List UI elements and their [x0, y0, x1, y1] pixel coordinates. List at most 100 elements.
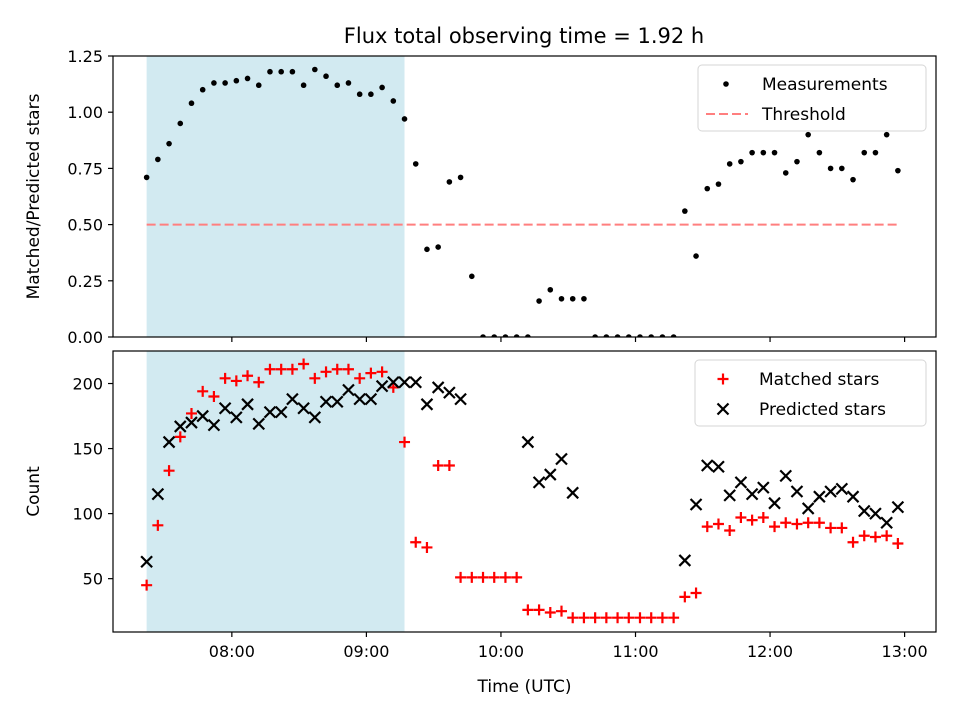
measurement-point: [177, 120, 184, 127]
predicted-star-point: [790, 485, 804, 498]
predicted-star-point: [151, 487, 165, 501]
matched-star-point: [769, 521, 781, 533]
measurement-point: [850, 176, 856, 183]
measurement-point: [211, 80, 217, 86]
predicted-star-point: [409, 375, 423, 389]
predicted-star-point: [196, 409, 209, 423]
plot-area: [143, 66, 901, 337]
x-tick-label: 11:00: [612, 642, 658, 661]
measurement-point: [738, 158, 744, 165]
predicted-star-point: [263, 405, 277, 419]
predicted-star-point: [375, 379, 389, 393]
measurement-point: [267, 68, 273, 75]
x-tick-label: 08:00: [209, 642, 255, 661]
matched-star-point: [735, 512, 747, 524]
measurement-point: [637, 334, 643, 337]
measurement-point: [412, 161, 419, 167]
predicted-star-point: [454, 392, 467, 406]
y-axis-label: Count: [24, 466, 44, 517]
y-tick-label: 50: [83, 570, 103, 589]
measurement-point: [704, 185, 711, 192]
measurement-point: [839, 165, 845, 172]
measurement-point: [670, 334, 677, 337]
measurement-point: [491, 334, 498, 337]
predicted-star-point: [689, 498, 703, 511]
measurement-point: [782, 170, 789, 176]
y-tick-label: 100: [72, 505, 103, 524]
predicted-star-point: [330, 395, 344, 409]
matched-star-point: [443, 459, 455, 471]
measurement-point: [525, 334, 531, 337]
measurement-point: [872, 149, 879, 156]
measurement-point: [188, 100, 195, 107]
predicted-star-point: [869, 507, 882, 520]
matched-star-point: [612, 612, 624, 624]
matched-star-point: [656, 612, 668, 624]
measurement-point: [334, 82, 341, 89]
predicted-star-point: [532, 476, 546, 489]
measurement-point: [625, 334, 632, 337]
chart-title: Flux total observing time = 1.92 h: [344, 24, 704, 48]
matched-star-point: [825, 522, 837, 534]
matched-star-point: [791, 518, 803, 530]
predicted-star-point: [252, 417, 266, 431]
predicted-star-point: [207, 418, 221, 432]
measurement-point: [289, 68, 296, 75]
predicted-star-point: [544, 468, 557, 481]
x-axis-label: Time (UTC): [477, 677, 572, 697]
matched-star-point: [679, 591, 691, 603]
predicted-star-point: [768, 496, 781, 510]
legend: Matched stars Predicted stars: [694, 359, 927, 427]
predicted-star-point: [218, 401, 232, 415]
measurement-point: [536, 298, 542, 304]
matched-star-point: [309, 372, 321, 384]
plot-area: [140, 358, 905, 624]
ratio-panel: 0.00 0.25 0.50 0.75 1.00 1.25 Matched/Predicte…: [24, 47, 937, 347]
matched-star-point: [197, 385, 209, 397]
legend-box: [694, 359, 927, 427]
x-tick-label: 09:00: [343, 642, 389, 661]
legend-label: Measurements: [762, 75, 888, 95]
matched-star-point: [499, 571, 511, 583]
measurement-point: [244, 75, 251, 82]
measurement-point: [603, 334, 610, 337]
predicted-star-point: [566, 486, 579, 500]
predicted-star-point: [745, 487, 759, 501]
predicted-star-point: [835, 482, 849, 496]
matched-star-point: [141, 579, 153, 591]
predicted-star-point: [241, 398, 254, 411]
predicted-star-point: [857, 504, 871, 518]
x-tick-label: 10:00: [478, 642, 524, 661]
shaded-interval: [146, 351, 405, 632]
matched-star-point: [354, 372, 366, 384]
measurement-point: [166, 140, 172, 147]
legend-matched-marker: [717, 373, 729, 385]
measurement-point: [368, 91, 374, 98]
predicted-star-point: [308, 411, 322, 424]
matched-star-point: [152, 519, 164, 531]
predicted-star-point: [297, 401, 310, 415]
matched-star-point: [421, 541, 433, 553]
measurement-point: [435, 244, 441, 250]
predicted-star-point: [779, 469, 793, 483]
matched-star-point: [701, 521, 713, 533]
measurement-point: [547, 286, 554, 293]
matched-star-point: [511, 571, 523, 583]
legend-label: Threshold: [761, 105, 846, 125]
measurement-point: [715, 181, 722, 187]
y-tick-label: 1.25: [67, 47, 103, 66]
matched-star-point: [847, 536, 859, 548]
predicted-star-point: [443, 386, 456, 399]
predicted-star-point: [555, 452, 568, 466]
matched-star-point: [690, 587, 702, 599]
predicted-star-point: [723, 489, 736, 502]
matched-star-point: [455, 571, 467, 583]
y-axis-label: Matched/Predicted stars: [24, 93, 44, 299]
matched-star-point: [600, 612, 612, 624]
matched-star-point: [365, 367, 377, 379]
predicted-star-point: [880, 516, 893, 529]
measurement-point: [614, 334, 621, 337]
matched-star-point: [556, 605, 568, 617]
matched-star-point: [746, 514, 758, 526]
